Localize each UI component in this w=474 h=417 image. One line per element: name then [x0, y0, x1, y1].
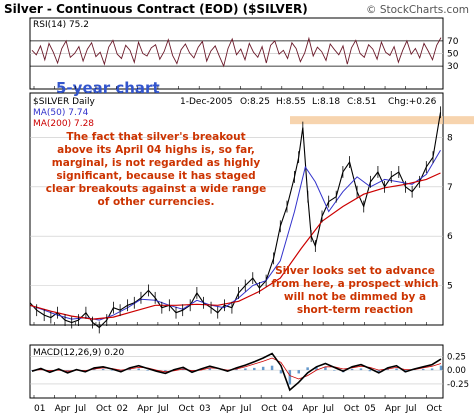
resistance-band-rect [290, 116, 443, 125]
macd-tick-label: 0.00 [447, 366, 466, 376]
rsi-tick-label: 70 [447, 37, 459, 47]
rsi-line-group [31, 36, 442, 68]
macd-tick-labels: 0.25 0.00 -0.25 [447, 352, 469, 390]
ohlc-open: O:8.25 [240, 97, 270, 107]
price-gridlines [30, 137, 443, 286]
rsi-label: RSI(14) 75.2 [33, 20, 89, 30]
annotation-breakout: The fact that silver's breakout above its… [46, 131, 266, 208]
macd-label: MACD(12,26,9) 0.20 [33, 348, 125, 358]
price-tick-label: 7 [447, 183, 453, 193]
macd-line [31, 352, 442, 392]
x-tick-label: Apr [137, 404, 153, 414]
x-tick-label: Apr [385, 404, 401, 414]
price-tick-label: 8 [447, 133, 453, 143]
price-tick-labels: 8 7 6 5 [447, 133, 453, 291]
x-tick-label: Jul [405, 404, 417, 414]
x-tick-label: Jul [74, 404, 86, 414]
x-tick-label: Jul [240, 404, 252, 414]
x-tick-label: Jul [157, 404, 169, 414]
macd-tick-label: -0.25 [447, 380, 469, 390]
x-tick-label: 05 [364, 404, 375, 414]
price-annotations: The fact that silver's breakout above its… [46, 131, 439, 316]
ohlc-close: C:8.51 [347, 97, 376, 107]
x-tick-label: 03 [199, 404, 210, 414]
x-tick-label: 02 [117, 404, 128, 414]
annotation-advance: Silver looks set to advance from here, a … [271, 265, 438, 316]
resistance-band [290, 116, 474, 125]
five-year-annotation: 5-year chart [56, 79, 160, 97]
rsi-tick-labels: 70 50 30 [447, 37, 459, 72]
date-line: 1-Dec-2005 [180, 97, 233, 107]
price-panel [29, 92, 444, 326]
x-tick-label: Apr [302, 404, 318, 414]
x-tick-label: Jul [322, 404, 334, 414]
x-tick-label: Oct [96, 404, 112, 414]
x-tick-label: Oct [261, 404, 277, 414]
price-tick-label: 6 [447, 232, 453, 242]
rsi-line [31, 36, 442, 68]
x-tick-label: 04 [282, 404, 294, 414]
x-tick-label: 01 [34, 404, 45, 414]
chart-title: Silver - Continuous Contract (EOD) ($SIL… [4, 2, 308, 16]
resistance-band-extension [444, 116, 474, 125]
price-series-line [29, 172, 441, 320]
x-tick-label: Oct [344, 404, 360, 414]
price-series-group [29, 106, 442, 334]
legend-ma50: MA(50) 7.74 [33, 108, 89, 118]
x-tick-label: Oct [179, 404, 195, 414]
macd-signal-line [31, 357, 442, 380]
rsi-tick-label: 50 [447, 50, 459, 60]
x-tick-label: Apr [55, 404, 71, 414]
macd-series-group [30, 352, 443, 392]
rsi-tick-label: 30 [447, 62, 459, 72]
ohlc-change: Chg:+0.26 [388, 97, 437, 107]
ohlc-low: L:8.18 [312, 97, 340, 107]
price-tick-label: 5 [447, 282, 453, 292]
x-axis-labels: 01 Apr Jul Oct 02 Apr Jul Oct 03 Apr Jul Oct 04 Apr Ju… [33, 86, 442, 414]
legend-silver-daily: $SILVER Daily [33, 97, 96, 107]
x-tick-label: Oct [426, 404, 442, 414]
watermark: © StockCharts.com [366, 4, 469, 16]
x-tick-label: Apr [220, 404, 236, 414]
ohlc-high: H:8.55 [276, 97, 306, 107]
legend-ma200: MA(200) 7.28 [33, 119, 94, 129]
macd-tick-label: 0.25 [447, 352, 466, 362]
